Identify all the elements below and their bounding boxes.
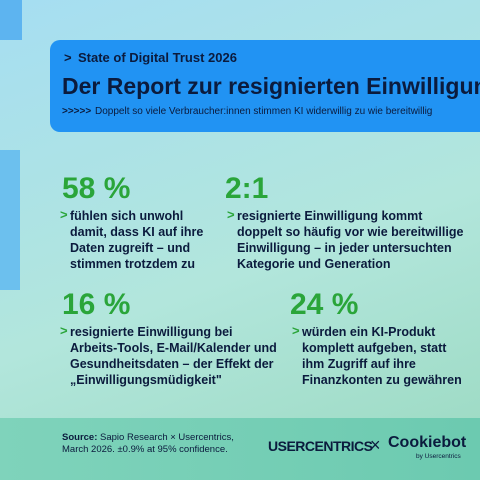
- title: Der Report zur resignierten Einwilligung: [62, 73, 480, 99]
- stat-line: Gesundheitsdaten – der Effekt der: [70, 357, 274, 371]
- decor-band: [0, 0, 22, 40]
- source: Source: Sapio Research × Usercentrics, M…: [62, 432, 242, 456]
- footer-band: [0, 418, 480, 480]
- stat-figure: 24 %: [290, 288, 359, 321]
- decor-band: [0, 150, 20, 290]
- logo-usercentrics: USERCENTRICS: [268, 438, 373, 454]
- stat-figure: 58 %: [62, 172, 131, 205]
- stat-line: „Einwilligungsmüdigkeit": [70, 373, 222, 387]
- kicker: State of Digital Trust 2026: [78, 50, 237, 65]
- stat-chevron: >: [227, 207, 235, 222]
- logo-separator: ×: [370, 435, 381, 455]
- stat-line: damit, dass KI auf ihre: [70, 225, 204, 239]
- stat-line: stimmen trotzdem zu: [70, 257, 196, 271]
- stat-line: doppelt so häufig vor wie bereitwillige: [237, 225, 464, 239]
- stat-line: Kategorie und Generation: [237, 257, 391, 271]
- stat-line: ihm Zugriff auf ihre: [302, 357, 416, 371]
- stat-chevron: >: [60, 207, 68, 222]
- source-label: Source:: [62, 432, 98, 443]
- kicker-chevron: >: [64, 50, 72, 65]
- stat-line: resignierte Einwilligung bei: [70, 325, 233, 339]
- stat-line: Arbeits-Tools, E-Mail/Kalender und: [70, 341, 277, 355]
- stat-line: komplett aufgeben, statt: [302, 341, 447, 355]
- logo-cookiebot: Cookiebot: [388, 434, 467, 451]
- header-box: [50, 40, 480, 132]
- stat-line: Einwilligung – in jeder untersuchten: [237, 241, 452, 255]
- stat-chevron: >: [60, 323, 68, 338]
- subtitle: Doppelt so viele Verbraucher:innen stimm…: [95, 106, 433, 117]
- stat-figure: 2:1: [225, 172, 269, 205]
- stat-figure: 16 %: [62, 288, 131, 321]
- subtitle-chevrons: >>>>>: [62, 106, 92, 117]
- stat-line: resignierte Einwilligung kommt: [237, 209, 423, 223]
- stat-chevron: >: [292, 323, 300, 338]
- stat-line: Finanzkonten zu gewähren: [302, 373, 462, 387]
- stat-line: fühlen sich unwohl: [70, 209, 184, 223]
- source-text: Sapio Research × Usercentrics, March 202…: [62, 432, 234, 455]
- stat-line: würden ein KI-Produkt: [302, 325, 436, 339]
- stat-line: Daten zugreift – und: [70, 241, 191, 255]
- logo-cookiebot-sub: by Usercentrics: [416, 453, 461, 460]
